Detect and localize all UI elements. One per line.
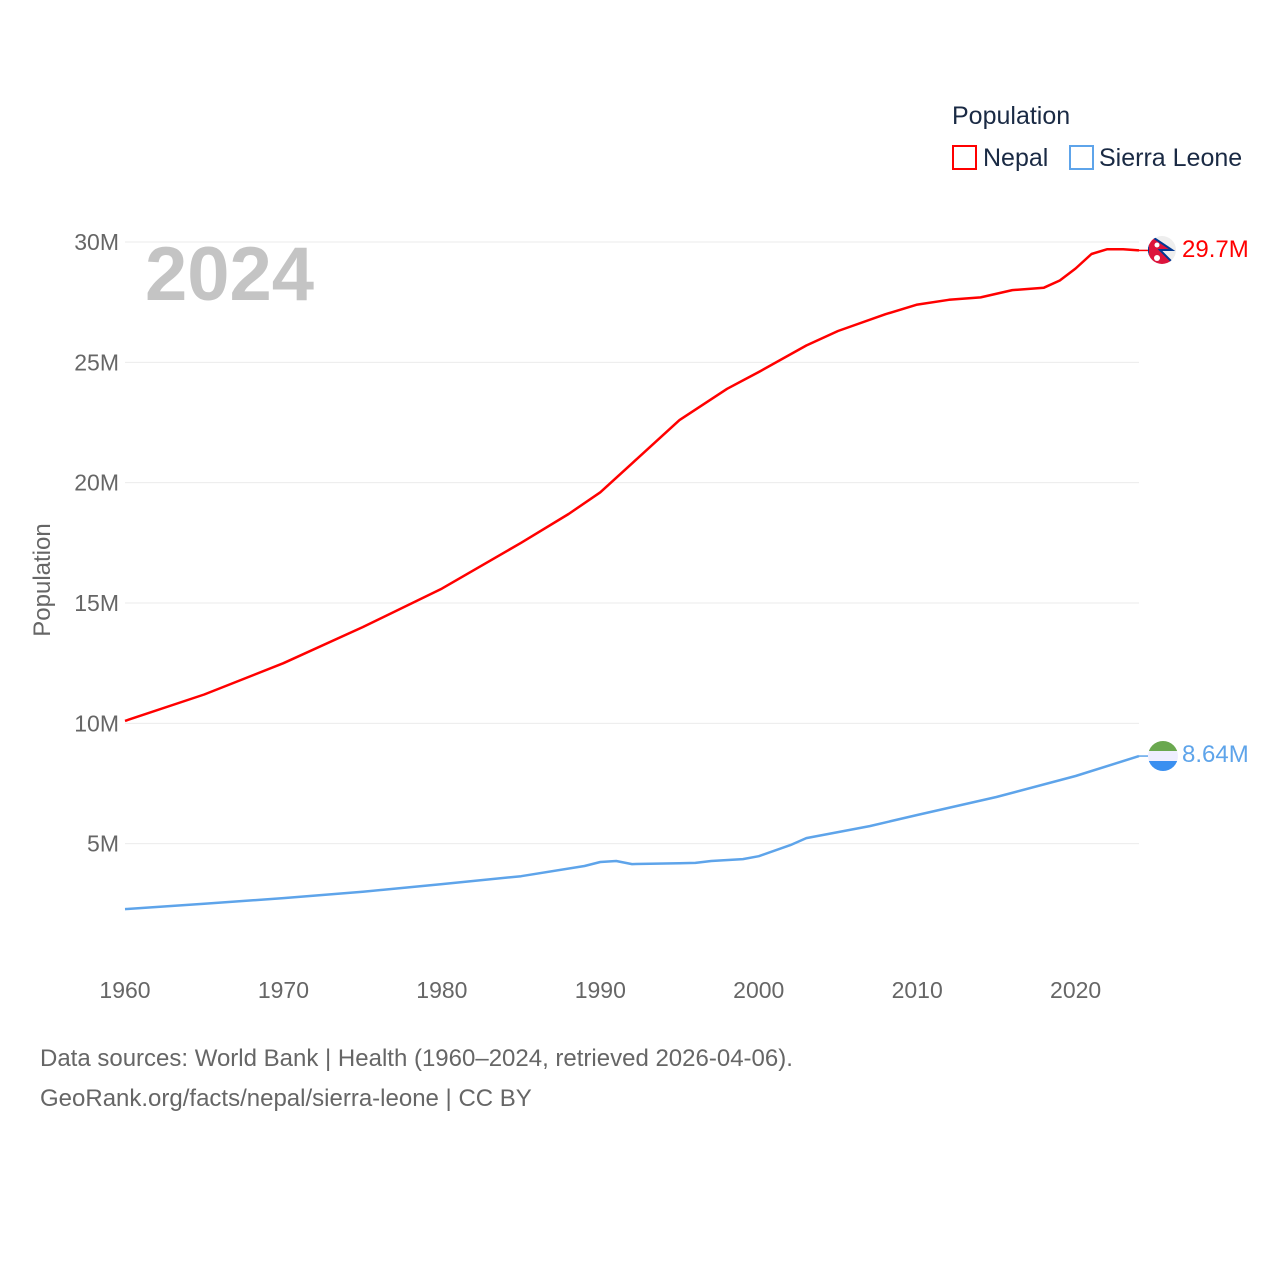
legend-title: Population <box>952 102 1070 130</box>
series-line-sierra-leone <box>124 754 1140 911</box>
y-tick-label: 30M <box>74 229 119 255</box>
year-watermark: 2024 <box>145 232 314 317</box>
legend-item-sierra-leone[interactable]: Sierra Leone <box>1069 144 1242 172</box>
x-tick-label: 2010 <box>892 977 943 1003</box>
y-axis-label: Population <box>29 523 56 636</box>
credit-link[interactable]: GeoRank.org/facts/nepal/sierra-leone | C… <box>40 1085 532 1112</box>
series-line-nepal <box>124 247 1140 723</box>
x-tick-label: 1980 <box>416 977 467 1003</box>
sierra-leone-flag-icon <box>1148 741 1178 771</box>
nepal-flag-icon <box>1148 236 1176 264</box>
x-tick-label: 1960 <box>99 977 150 1003</box>
legend-item-nepal[interactable]: Nepal <box>952 144 1048 172</box>
y-tick-label: 25M <box>74 349 119 375</box>
nepal-end-label: 29.7M <box>1182 236 1249 263</box>
x-tick-label: 2020 <box>1050 977 1101 1003</box>
sierra-leone-end-label: 8.64M <box>1182 741 1249 768</box>
y-tick-label: 20M <box>74 470 119 496</box>
x-tick-label: 1990 <box>575 977 626 1003</box>
legend-swatch-nepal <box>952 145 977 170</box>
x-tick-label: 1970 <box>258 977 309 1003</box>
data-source-note: Data sources: World Bank | Health (1960–… <box>40 1045 793 1072</box>
y-tick-label: 5M <box>87 831 119 857</box>
y-tick-label: 15M <box>74 590 119 616</box>
legend-swatch-sierra-leone <box>1069 145 1094 170</box>
y-tick-label: 10M <box>74 710 119 736</box>
legend-label-sierra-leone: Sierra Leone <box>1099 144 1242 172</box>
x-tick-label: 2000 <box>733 977 784 1003</box>
legend-label-nepal: Nepal <box>983 144 1048 172</box>
